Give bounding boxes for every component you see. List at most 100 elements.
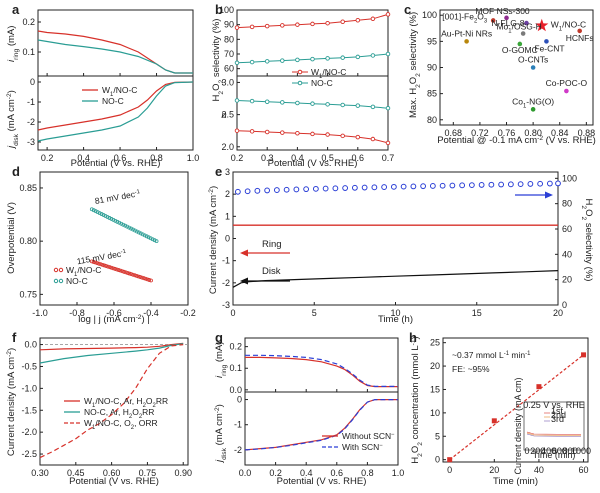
- panel-a-bottom-series-1: [37, 81, 194, 142]
- panel-d-legend-0-marker: [58, 267, 64, 273]
- panel-d-series-1-point: [133, 228, 137, 233]
- panel-d-series-0-point: [138, 275, 143, 279]
- panel-f-frame: [39, 337, 189, 466]
- panel-d-series-0-point: [91, 260, 96, 264]
- panel-b-top-point: [340, 19, 345, 24]
- panel-a-bottom-ytick-label: -3: [27, 137, 35, 147]
- panel-e-selectivity-point: [273, 187, 280, 193]
- panel-h-inset-xtick: 600: [552, 446, 567, 456]
- panel-h-inset-legend: 2nd: [551, 410, 566, 420]
- panel-a-xtick-label: 0.8: [150, 153, 163, 163]
- panel-c-xlabel: Potential @ -0.1 mA cm-2 (V vs. RHE): [437, 135, 596, 147]
- panel-b-top-point: [325, 56, 330, 61]
- panel-e-selectivity-point: [537, 180, 544, 187]
- panel-d-series-0-point: [120, 269, 125, 274]
- panel-g-xtick-label: 0.8: [361, 468, 374, 478]
- panel-d-annotation-0: 81 mV dec-1: [94, 188, 142, 206]
- panel-d-series-1-point: [115, 219, 120, 224]
- panel-g-xtick-label: 0.4: [300, 468, 313, 478]
- panel-c-point: [544, 39, 549, 44]
- panel-d-series-0-point: [140, 275, 144, 280]
- panel-d-series-0-point: [125, 271, 130, 275]
- panel-c-point-label: MOF NSs-300: [475, 6, 530, 16]
- panel-d-series-1-point: [89, 207, 94, 212]
- panel-g-xtick-label: 0.2: [269, 468, 282, 478]
- panel-e-selectivity-point: [400, 183, 407, 190]
- panel-d-xtick-label: -0.6: [106, 308, 122, 318]
- panel-e-selectivity-point: [439, 182, 446, 189]
- panel-a-top-series-1: [37, 39, 193, 74]
- panel-c-point: [490, 18, 496, 23]
- panel-d-series-0-point: [111, 266, 116, 271]
- panel-h-inset-xtick: 400: [541, 446, 556, 456]
- panel-h-inset-legend: 3rd: [551, 414, 564, 424]
- panel-d-legend-1-marker: [58, 278, 64, 284]
- panel-c-point-label: Mo1/OSG-H: [496, 22, 541, 35]
- panel-c-point: [564, 88, 569, 94]
- panel-a-top-series-0: [37, 30, 193, 74]
- panel-c-point: [517, 41, 523, 47]
- panel-h-ytick-label: 0: [435, 455, 440, 465]
- panel-e-selectivity-point: [468, 182, 475, 189]
- panel-d-series-0-point: [89, 259, 94, 264]
- panel-d-series-0-point: [113, 267, 118, 271]
- panel-c-point-label: HCNFs: [566, 33, 594, 43]
- panel-d-series-0-point: [97, 261, 101, 266]
- panel-b-bottom-ytick-label: 3.0: [221, 77, 234, 87]
- panel-b-bottom-point: [295, 131, 300, 136]
- panel-c-point-label: Fe-CNT: [534, 43, 564, 53]
- panel-d-series-0-point: [122, 269, 126, 274]
- panel-g-xlabel: Potential (V vs. RHE): [277, 476, 367, 487]
- panel-g-bottom-ytick-label: -1: [234, 420, 242, 430]
- panel-h-point: [536, 384, 542, 390]
- panel-b-top-point: [310, 56, 315, 62]
- panel-d-series-1-point: [117, 220, 122, 225]
- panel-e-selectivity-point: [420, 183, 427, 190]
- panel-h-ytick-label: 25: [430, 338, 440, 348]
- panel-d-series-0-point: [131, 272, 135, 277]
- panel-d-series-0-point: [106, 264, 110, 269]
- panel-b-bottom-point: [355, 103, 361, 108]
- panel-e-selectivity-point: [488, 181, 495, 188]
- panel-b-bottom-point: [249, 129, 255, 134]
- panel-d-xtick-label: -0.2: [180, 308, 196, 318]
- panel-e-selectivity-point: [527, 181, 534, 187]
- panel-d-series-1-point: [99, 212, 104, 216]
- panel-b-bottom-point: [310, 131, 315, 137]
- panel-d-series-1-point: [107, 216, 112, 220]
- panel-h-inset-series: [526, 432, 582, 436]
- panel-b-xtick-label: 0.3: [261, 153, 274, 163]
- panel-d-xtick-label: -0.4: [143, 308, 159, 318]
- panel-a-bottom-ylabel: jdisk (mA cm-2): [6, 90, 20, 150]
- panel-b-xtick-label: 0.2: [231, 153, 244, 163]
- panel-d-series-1-point: [103, 214, 108, 218]
- panel-d-series-0-point: [102, 263, 107, 268]
- panel-b-xtick-label: 0.5: [321, 153, 334, 163]
- panel-c-xtick-label: 0.88: [578, 128, 596, 138]
- panel-f-ytick-label: -2.5: [21, 449, 37, 459]
- panel-f-series-0: [39, 342, 184, 351]
- panel-b-top-point: [234, 25, 240, 30]
- panel-e-ring-arrowhead: [240, 249, 248, 257]
- panel-c-point: [520, 31, 526, 36]
- panel-b-legend-1-text: NO-C: [311, 78, 333, 88]
- panel-d-series-0-point: [98, 262, 103, 267]
- panel-h-ylabel: H2O2 concentration (mmol L-1): [410, 336, 424, 463]
- panel-d-series-1-point: [91, 208, 96, 213]
- panel-f-ytick-label: -1.5: [21, 405, 37, 415]
- panel-e-selectivity-point: [381, 184, 388, 190]
- panel-e-selectivity-point: [555, 180, 561, 187]
- panel-b-top-ylabel: H2O2 selectivity (%): [211, 19, 225, 102]
- panel-b-xlabel: Potential (V vs. RHE): [268, 158, 358, 169]
- panel-f-xtick-label: 0.90: [174, 468, 192, 478]
- panel-e-ytick-right-label: 100: [562, 173, 577, 183]
- panel-h-inset-xtick: 0: [524, 446, 529, 456]
- panel-h-inset-xlabel: Time (min): [533, 450, 576, 460]
- panel-d-series-0-point: [136, 274, 141, 279]
- panel-d-series-1-point: [109, 217, 114, 221]
- panel-h-inset-ylabel: Current density (mA cm): [513, 377, 523, 474]
- panel-g-bottom-ytick-label: 0: [237, 395, 242, 405]
- panel-b-top-point: [280, 23, 285, 28]
- panel-a-bottom-ytick-label: -2: [27, 117, 35, 127]
- panel-e-xlabel: Time (h): [378, 314, 413, 325]
